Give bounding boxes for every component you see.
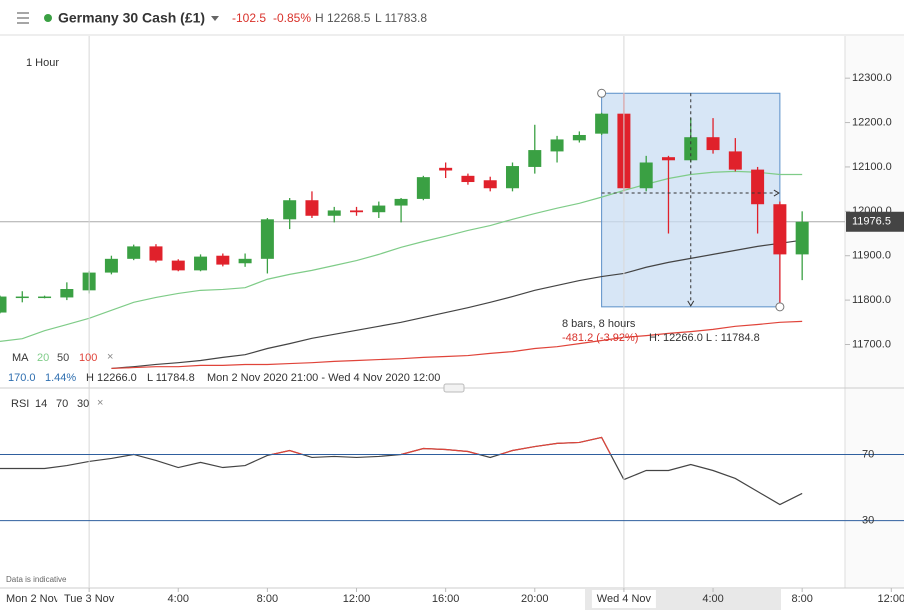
candle-body [238,258,252,264]
x-tick-label: 12:00 [878,593,904,605]
ma-legend-title: MA [12,352,29,364]
measure-hl: H: 12266.0 L : 11784.8 [649,332,760,344]
x-tick-label: 16:00 [432,593,460,605]
y-tick-label: 11900.0 [852,250,891,262]
y-tick-label: 12100.0 [852,161,892,173]
candle-body [0,296,7,313]
range-pct: 1.44% [45,372,76,384]
dropdown-arrow[interactable] [211,16,219,21]
candle-body [216,255,230,265]
menu-icon[interactable] [17,12,29,24]
candle-body [483,180,497,189]
range-points: 170.0 [8,372,36,384]
candle-body [171,260,185,271]
disclaimer: Data is indicative [6,575,67,584]
price-pane [0,92,845,370]
range-period: Mon 2 Nov 2020 21:00 - Wed 4 Nov 2020 12… [207,372,440,384]
y-tick-label: 11700.0 [852,338,891,350]
measure-handle[interactable] [597,88,607,98]
measure-label: 8 bars, 8 hours [562,318,636,330]
candle-body [104,258,118,273]
rsi-tick-label: 30 [862,514,874,526]
ma-line [111,239,803,370]
rsi-legend-title: RSI [11,398,29,410]
candle-body [706,137,720,151]
candle-body [595,113,609,134]
rsi-level: 70 [56,398,68,410]
timeframe[interactable]: 1 Hour [26,57,59,69]
ma-legend-close[interactable]: × [107,351,113,363]
change-pct: -0.85% [273,11,311,25]
range-low: L 11784.8 [147,372,195,384]
x-tick-label: 4:00 [168,593,189,605]
y-tick-label: 11800.0 [852,294,891,306]
measure-arrow [773,189,780,197]
x-tick-label-bg [591,590,656,608]
ma-legend-entry: 50 [57,352,69,364]
x-tick-label-bg [57,590,122,608]
instrument-title[interactable]: Germany 30 Cash (£1) [58,10,205,26]
pane-resize-handle[interactable] [443,383,465,393]
candle-body [327,210,341,216]
x-tick-label: 4:00 [702,593,723,605]
ma-line [111,320,803,370]
candle-body [149,246,163,261]
measure-handle[interactable] [775,302,785,312]
candle-body [751,169,765,205]
candle-body [572,134,586,141]
candle-body [728,151,742,170]
y-tick-label: 12300.0 [852,72,892,84]
x-tick-label: 8:00 [257,593,278,605]
candle-body [305,200,319,216]
candle-body [439,167,453,171]
candle-body [795,221,809,255]
candle-body [372,205,386,213]
ma-legend-entry: 100 [79,352,97,364]
range-high: H 12266.0 [86,372,137,384]
candle-body [550,139,564,152]
candle-body [350,210,364,213]
candle-body [416,177,430,199]
measure-arrow [687,300,695,307]
last-price-label: 11976.5 [852,216,891,228]
x-tick-label: Wed 4 Nov [597,593,652,605]
measure-change: -481.2 (-3.92%) [562,332,638,344]
ma-legend-entry: 20 [37,352,49,364]
candle-body [60,289,74,298]
x-tick-label: 12:00 [343,593,371,605]
candle-body [639,162,653,189]
day-low: L 11783.8 [375,11,427,25]
candle-body [528,150,542,167]
price-axis-panel [845,36,904,588]
candle-body [505,166,519,189]
x-tick-label: 8:00 [791,593,812,605]
candle-body [15,296,29,299]
day-high: H 12268.5 [315,11,371,25]
candle-body [461,175,475,183]
x-tick-label: 20:00 [521,593,549,605]
rsi-legend-close[interactable]: × [97,397,103,409]
candle-body [260,219,274,259]
rsi-level: 30 [77,398,89,410]
x-tick-label: Tue 3 Nov [64,593,115,605]
candle-body [38,296,52,299]
candle-body [127,246,141,259]
candle-body [773,204,787,255]
rsi-tick-label: 70 [862,448,874,460]
last-price-tag [846,211,904,232]
candle-body [194,256,208,271]
status-dot [44,14,52,22]
x-start-label: Mon 2 Nov [6,593,60,605]
rsi-period: 14 [35,398,47,410]
candle-body [283,200,297,220]
y-tick-label: 12200.0 [852,116,892,128]
candle-body [661,157,675,161]
candle-body [394,198,408,206]
change: -102.5 [232,11,266,25]
